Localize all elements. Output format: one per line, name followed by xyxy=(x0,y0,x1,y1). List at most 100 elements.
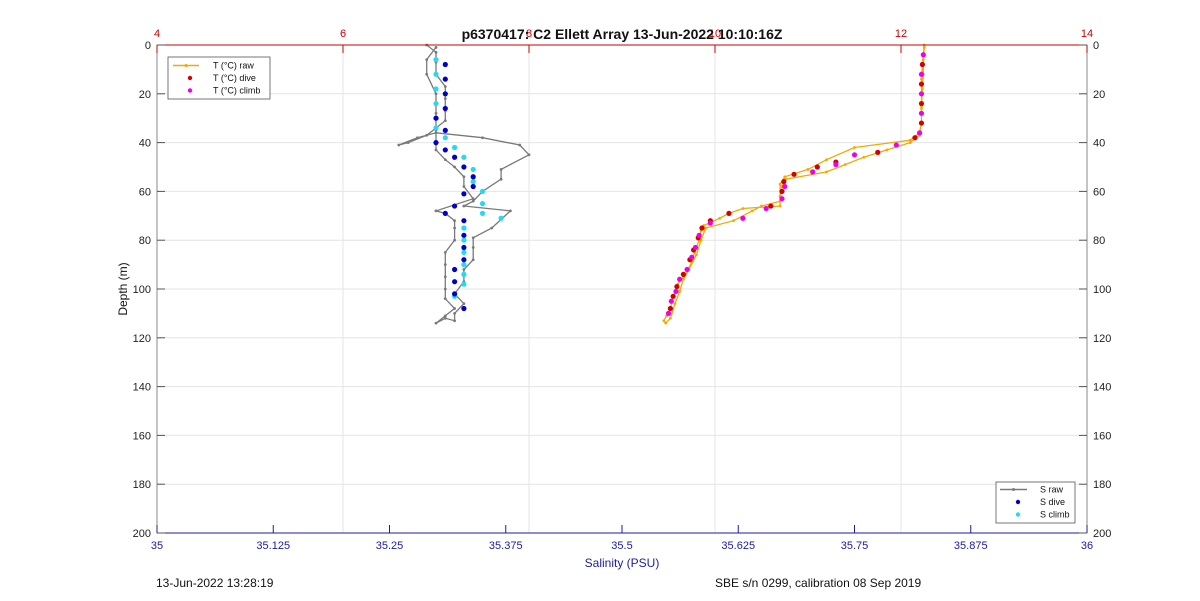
salinity-raw-point xyxy=(462,185,466,188)
salinity-raw-point xyxy=(443,85,447,88)
temperature-raw-line xyxy=(663,44,925,325)
y-tick-label-right: 80 xyxy=(1093,235,1105,247)
temperature-dive-point xyxy=(875,149,881,155)
legend-label-temp-dive: T (°C) dive xyxy=(213,73,256,83)
salinity-raw-point xyxy=(481,136,484,140)
y-tick-label-left: 0 xyxy=(145,40,151,52)
temperature-raw-point xyxy=(750,209,754,213)
salinity-dive-point xyxy=(442,91,448,97)
temperature-climb-point xyxy=(692,244,699,251)
salinity-raw-point xyxy=(434,92,438,96)
x-tick-label: 36 xyxy=(1081,540,1093,552)
temperature-climb-point xyxy=(917,130,923,136)
salinity-dive-point xyxy=(461,164,467,170)
temperature-dive-point xyxy=(667,305,673,312)
legend-swatch-temp-climb xyxy=(187,88,193,93)
x2-tick-label: 8 xyxy=(526,28,532,40)
y-tick-label-left: 180 xyxy=(133,479,151,491)
legend-swatch-sal-raw-marker xyxy=(1012,488,1015,491)
salinity-raw-point xyxy=(453,312,456,315)
salinity-climb-point xyxy=(470,179,476,185)
chart-title: p6370417: C2 Ellett Array 13-Jun-2022 10… xyxy=(462,26,783,42)
salinity-dive-point xyxy=(470,183,476,190)
x-tick-label: 35.25 xyxy=(376,540,404,552)
salinity-dive-point xyxy=(452,266,458,273)
y-axis-label: Depth (m) xyxy=(116,262,130,315)
salinity-climb-point xyxy=(433,125,439,131)
salinity-raw-point xyxy=(471,246,475,249)
temperature-raw-point xyxy=(678,290,682,293)
legend-label-sal-climb: S climb xyxy=(1040,510,1070,520)
temperature-dive-point xyxy=(674,283,680,290)
salinity-raw-point xyxy=(453,307,456,310)
temperature-climb-point xyxy=(696,232,702,238)
temperature-raw-point xyxy=(806,168,810,171)
x2-tick-label: 14 xyxy=(1081,28,1093,40)
salinity-dive-point xyxy=(461,218,467,224)
temperature-raw-point xyxy=(920,87,924,91)
temperature-climb-point xyxy=(677,276,683,282)
salinity-dive-point xyxy=(442,127,448,133)
salinity-dive-point xyxy=(461,232,467,238)
y-tick-label-right: 0 xyxy=(1093,40,1099,52)
temperature-dive-point xyxy=(814,164,820,170)
salinity-climb-point xyxy=(461,249,467,255)
temperature-raw-point xyxy=(732,219,735,223)
salinity-raw-point xyxy=(443,287,447,291)
temperature-climb-point xyxy=(707,220,713,226)
salinity-climb-point xyxy=(461,154,467,160)
salinity-raw-point xyxy=(453,319,456,323)
x2-tick-label: 10 xyxy=(709,28,721,40)
legend-label-sal-raw: S raw xyxy=(1040,485,1064,495)
temperature-dive-point xyxy=(918,100,925,107)
salinity-climb-point xyxy=(433,71,439,77)
legend-swatch-sal-dive xyxy=(1015,499,1021,505)
salinity-raw-point xyxy=(434,131,438,135)
temperature-raw-point xyxy=(920,107,923,110)
y-tick-label-left: 160 xyxy=(133,430,151,442)
y-tick-label-left: 40 xyxy=(139,138,151,150)
salinity-raw-point xyxy=(434,50,438,54)
salinity-dive-point xyxy=(461,257,467,263)
y-tick-label-left: 200 xyxy=(133,528,151,540)
salinity-raw-point xyxy=(499,177,503,181)
salinity-dive-point xyxy=(452,154,458,160)
x2-tick-label: 12 xyxy=(895,28,907,40)
salinity-raw-point xyxy=(453,238,456,242)
salinity-dive-point xyxy=(433,115,439,121)
y-tick-label-right: 40 xyxy=(1093,138,1105,150)
x-tick-label: 35.625 xyxy=(721,540,755,552)
x-tick-label: 35 xyxy=(151,540,163,552)
temperature-raw-point xyxy=(681,277,685,281)
x-tick-label: 35.125 xyxy=(256,540,290,552)
legend-label-temp-raw: T (°C) raw xyxy=(213,61,254,71)
temperature-climb-point xyxy=(673,288,679,295)
grid-lines xyxy=(156,44,1088,534)
temperature-dive-point xyxy=(726,210,732,216)
temperature-raw-point xyxy=(673,302,677,306)
temperature-raw-point xyxy=(718,216,722,220)
temperature-climb-point xyxy=(763,205,769,212)
temperature-raw-point xyxy=(778,204,782,208)
temperature-climb-point xyxy=(810,169,816,175)
temperature-dive-point xyxy=(912,135,918,141)
temperature-legend: T (°C) raw T (°C) dive T (°C) climb xyxy=(167,56,271,100)
salinity-dive-point xyxy=(442,105,448,112)
temperature-raw-point xyxy=(843,163,847,166)
temperature-raw-point xyxy=(853,146,856,149)
salinity-raw-point xyxy=(443,119,447,123)
salinity-raw-point xyxy=(406,141,410,145)
salinity-climb-point xyxy=(461,271,467,277)
salinity-raw-point xyxy=(490,226,494,230)
salinity-dive-point xyxy=(452,279,458,285)
salinity-dive-point xyxy=(442,61,448,68)
y-tick-label-right: 160 xyxy=(1093,430,1111,442)
salinity-raw-point xyxy=(453,165,456,169)
salinity-dive-point xyxy=(442,147,448,153)
salinity-raw-point xyxy=(471,199,475,203)
salinity-dive-point xyxy=(461,305,467,312)
salinity-climb-point xyxy=(461,281,467,287)
temperature-raw-point xyxy=(778,182,782,186)
salinity-dive-point xyxy=(442,76,448,82)
legend-label-sal-dive: S dive xyxy=(1040,497,1065,507)
